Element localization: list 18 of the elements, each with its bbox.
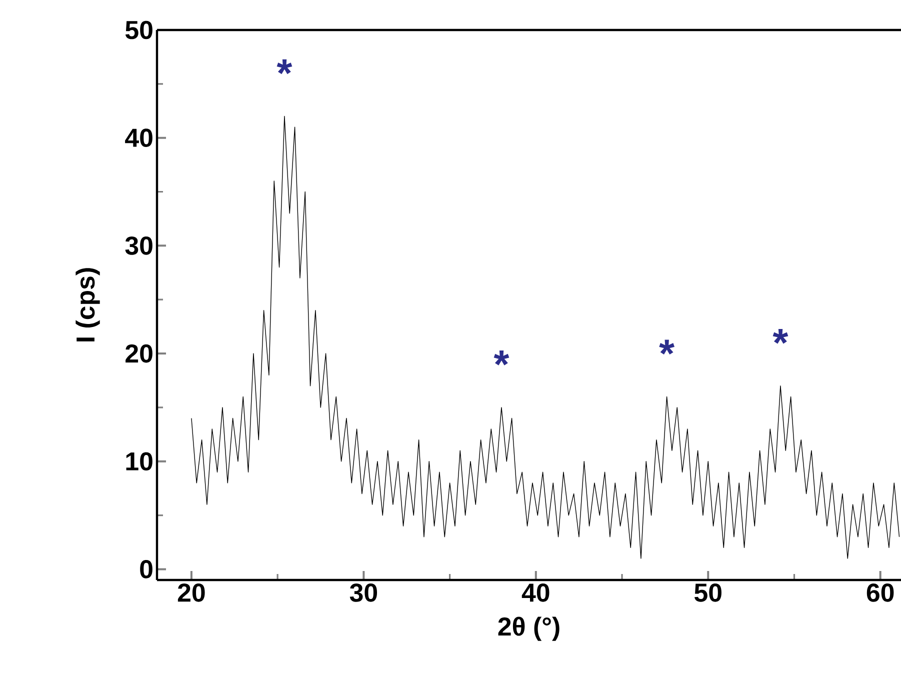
x-tick-label: 60 (866, 584, 894, 602)
y-tick-label: 30 (125, 236, 152, 255)
annotation: * (494, 350, 510, 366)
annotation: * (659, 340, 674, 355)
annotation: * (772, 328, 788, 344)
y-tick-label: 0 (140, 560, 152, 578)
x-tick-label: 50 (694, 584, 722, 602)
y-tick-label: 40 (125, 128, 152, 148)
x-axis-title: 2θ (°) (498, 616, 560, 641)
line-series (191, 116, 900, 559)
x-tick-label: 40 (522, 584, 550, 602)
y-tick-label: 20 (126, 344, 152, 363)
y-tick-label: 10 (126, 452, 152, 471)
x-tick-label: 30 (350, 584, 378, 602)
y-axis-title: I (cps) (76, 268, 100, 342)
y-tick-label: 50 (125, 20, 152, 40)
annotation: * (276, 59, 292, 74)
x-tick-label: 20 (178, 584, 205, 602)
